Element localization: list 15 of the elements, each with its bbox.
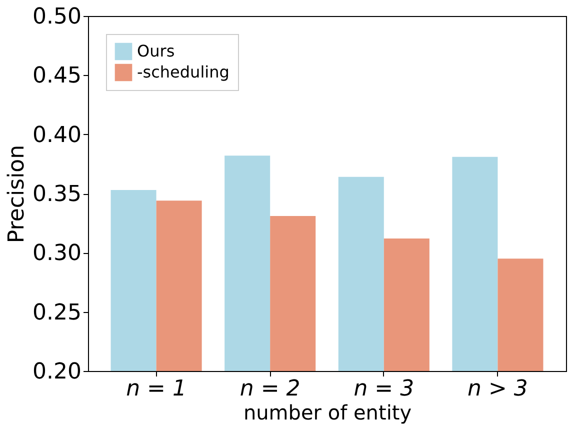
y-tick-label: 0.45 bbox=[32, 64, 82, 89]
y-axis-title: Precision bbox=[4, 144, 30, 244]
x-tick-label: n = 2 bbox=[240, 376, 300, 402]
y-tick-label: 0.50 bbox=[32, 4, 82, 30]
x-tick-label: n > 3 bbox=[468, 376, 528, 402]
x-axis-title: number of entity bbox=[243, 400, 412, 424]
legend-label: Ours bbox=[137, 42, 175, 60]
y-tick-label: 0.20 bbox=[32, 360, 82, 384]
y-tick-label: 0.40 bbox=[32, 122, 82, 148]
x-tick-label: n = 3 bbox=[354, 376, 414, 402]
y-tick-label: 0.25 bbox=[32, 300, 82, 326]
legend-label: -scheduling bbox=[137, 62, 230, 82]
y-tick-label: 0.30 bbox=[32, 241, 82, 266]
y-tick-label: 0.35 bbox=[32, 182, 82, 207]
x-tick-label: n = 1 bbox=[126, 376, 186, 402]
